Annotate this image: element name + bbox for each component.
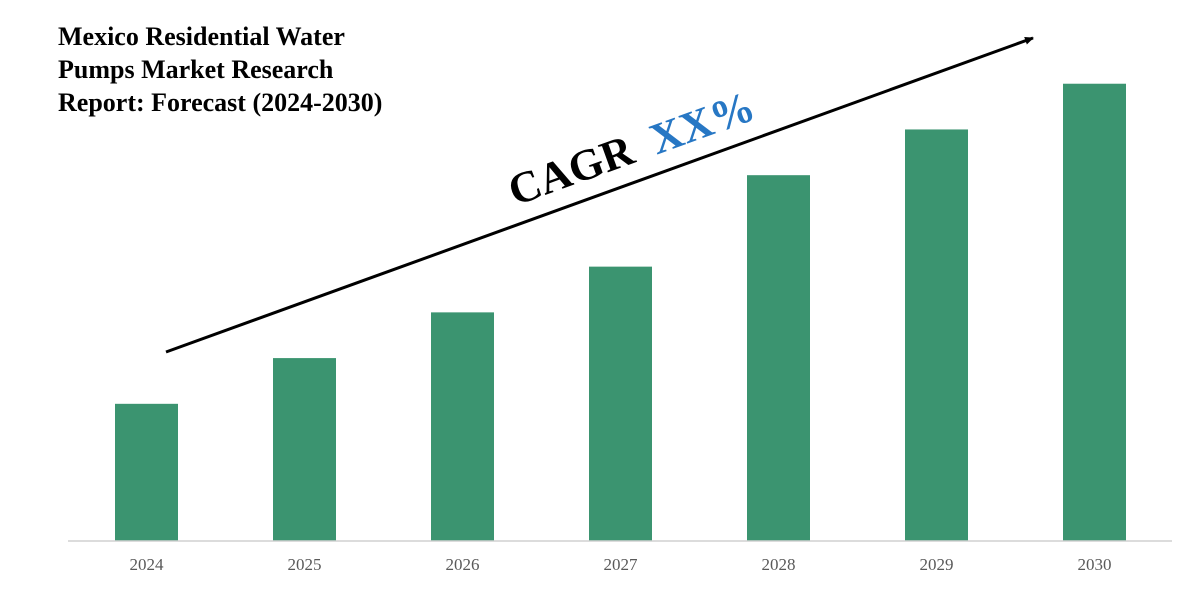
chart-title-line: Pumps Market Research [58, 55, 334, 84]
cagr-label: CAGR [502, 125, 642, 216]
x-tick-label: 2025 [288, 555, 322, 574]
x-tick-label: 2027 [604, 555, 639, 574]
chart-title-line: Report: Forecast (2024-2030) [58, 88, 383, 117]
cagr-annotation: CAGR XX% [502, 81, 761, 215]
bar-2025 [273, 358, 336, 541]
x-tick-labels: 2024 2025 2026 2027 2028 2029 2030 [130, 555, 1112, 574]
bar-group [115, 83, 1126, 542]
x-tick-label: 2029 [920, 555, 954, 574]
bar-2029 [905, 129, 968, 542]
bar-2026 [431, 312, 494, 541]
bar-2024 [115, 403, 178, 541]
bar-2027 [589, 266, 652, 541]
bar-2030 [1063, 83, 1126, 542]
chart-title: Mexico Residential Water Pumps Market Re… [58, 20, 438, 119]
x-tick-label: 2026 [446, 555, 480, 574]
x-tick-label: 2028 [762, 555, 796, 574]
growth-trend-arrow [165, 36, 1034, 354]
cagr-value: XX% [643, 81, 761, 164]
chart-title-line: Mexico Residential Water [58, 22, 345, 51]
bar-2028 [747, 175, 810, 541]
x-tick-label: 2030 [1078, 555, 1112, 574]
x-tick-label: 2024 [130, 555, 165, 574]
